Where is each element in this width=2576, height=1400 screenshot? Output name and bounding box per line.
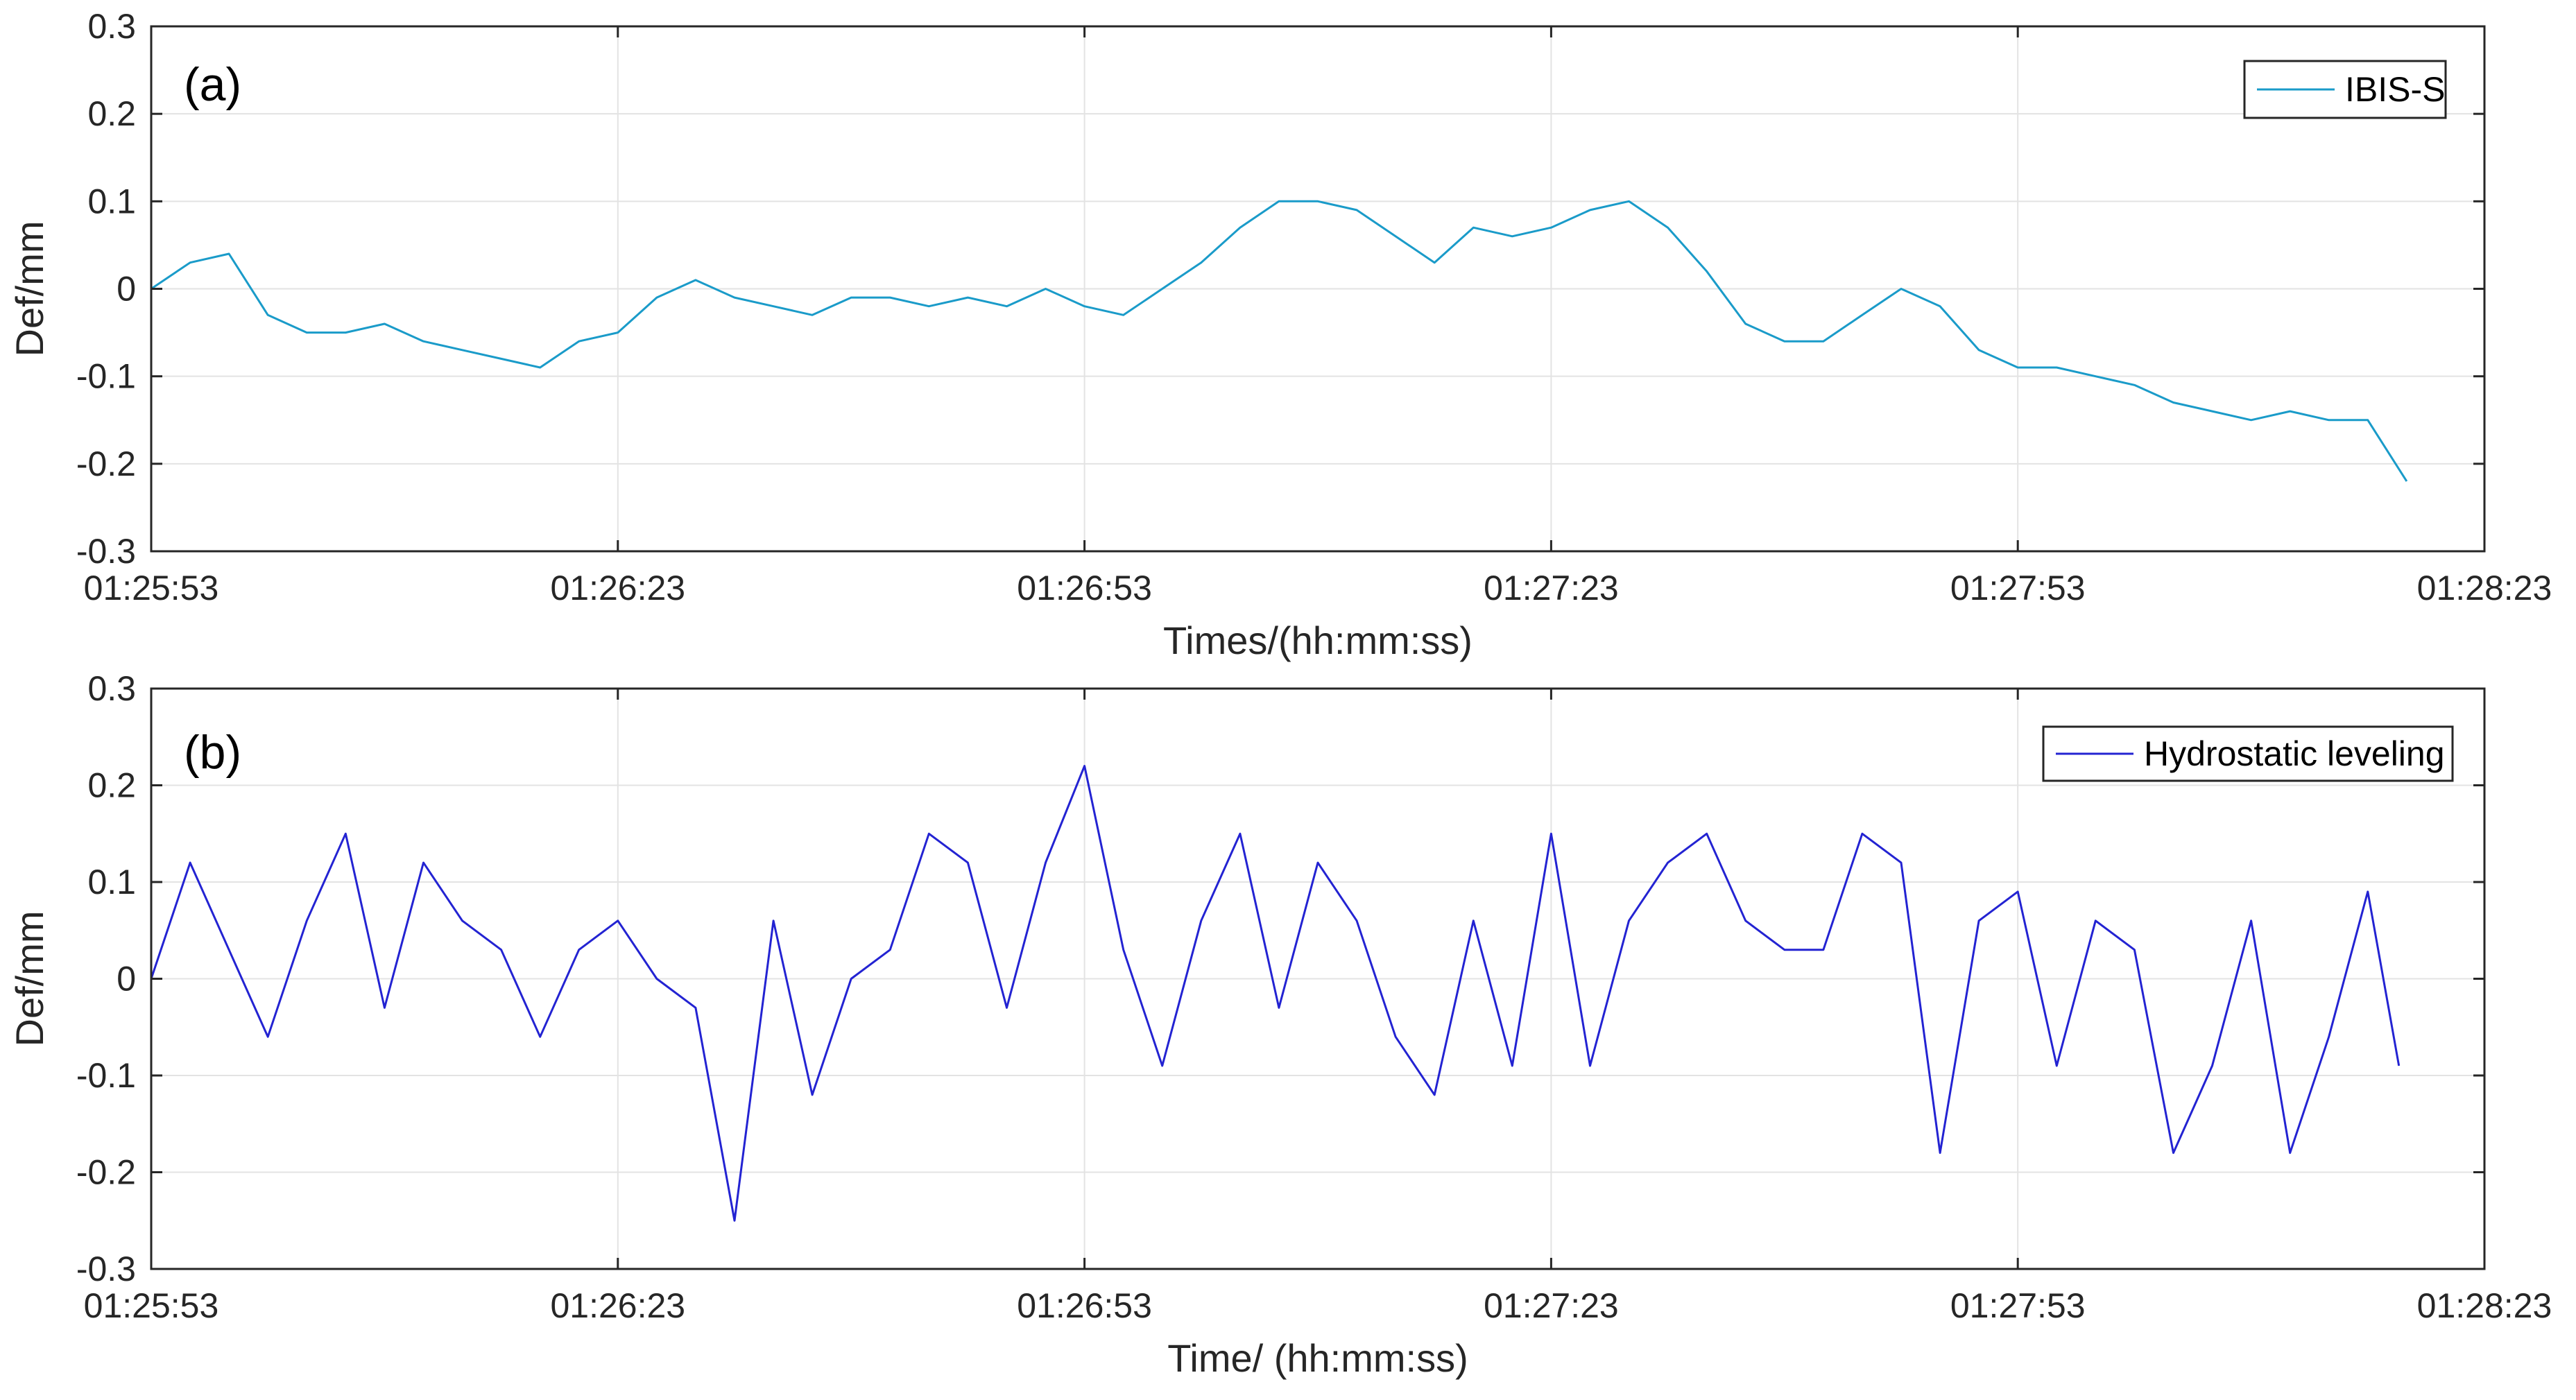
- panel-a-grid: [151, 26, 2485, 552]
- panel-b-xlabel: Time/ (hh:mm:ss): [1167, 1336, 1468, 1380]
- panel-a-xtick-label: 01:28:23: [2417, 569, 2552, 607]
- panel-a: 0.3 0.2 0.1 0 -0.1 -0.2 -0.301:25:53 01:26:23 01…: [8, 7, 2552, 662]
- panel-a-ylabel: Def/mm: [8, 221, 51, 357]
- panel-b-xtick-label: 01:28:23: [2417, 1286, 2552, 1325]
- panel-a-ticks: 0.3 0.2 0.1 0 -0.1 -0.2 -0.301:25:53 01:26:23 01…: [76, 7, 2552, 607]
- panel-b-ticks: 0.3 0.2 0.1 0 -0.1 -0.2 -0.301:25:53 01:26:23 01…: [76, 669, 2552, 1325]
- panel-b-xtick-label: 01:26:23: [550, 1286, 685, 1325]
- panel-a-ytick-label: 0.1: [87, 182, 136, 221]
- panel-b-series-line-0: [150, 765, 2401, 1222]
- panel-b-ytick-label: -0.2: [76, 1153, 136, 1192]
- panel-b-xtick-label: 01:26:53: [1017, 1286, 1152, 1325]
- panel-a-series-line-0: [151, 200, 2408, 482]
- panel-a-legend: IBIS-S: [2243, 60, 2447, 119]
- panel-a-xlabel: Times/(hh:mm:ss): [1163, 619, 1472, 662]
- panel-a-xtick-label: 01:25:53: [84, 569, 219, 607]
- panel-b-xtick-label: 01:27:53: [1950, 1286, 2086, 1325]
- panel-b-ytick-label: 0.2: [87, 766, 136, 805]
- panel-b-legend-label: Hydrostatic leveling: [2144, 734, 2445, 773]
- panel-a-ytick-label: -0.2: [76, 444, 136, 483]
- panel-b-ytick-label: -0.3: [76, 1250, 136, 1288]
- panel-a-ytick-label: 0.3: [87, 7, 136, 46]
- panel-a-xtick-label: 01:26:23: [550, 569, 685, 607]
- panel-a-xtick-label: 01:27:23: [1484, 569, 1619, 607]
- panel-a-ytick-label: -0.1: [76, 357, 136, 396]
- panel-b-ylabel: Def/mm: [8, 911, 51, 1047]
- panel-b-series: [150, 765, 2401, 1222]
- panel-b-ytick-label: 0.1: [87, 863, 136, 901]
- panel-b-xtick-label: 01:25:53: [84, 1286, 219, 1325]
- panel-b-legend: Hydrostatic leveling: [2042, 725, 2454, 782]
- panel-a-label: (a): [184, 58, 241, 111]
- panel-b-ytick-label: 0.3: [87, 669, 136, 708]
- panel-a-ytick-label: -0.3: [76, 532, 136, 571]
- panel-a-series: [151, 200, 2408, 482]
- panel-a-ytick-label: 0: [117, 270, 136, 309]
- panel-a-xtick-label: 01:26:53: [1017, 569, 1152, 607]
- panel-b-ytick-label: -0.1: [76, 1056, 136, 1095]
- panel-b-xtick-label: 01:27:23: [1484, 1286, 1619, 1325]
- panel-b-label: (b): [184, 726, 241, 779]
- panel-a-ytick-label: 0.2: [87, 94, 136, 133]
- panel-b: 0.3 0.2 0.1 0 -0.1 -0.2 -0.301:25:53 01:26:23 01…: [8, 669, 2552, 1380]
- panel-b-ytick-label: 0: [117, 960, 136, 999]
- panel-a-xtick-label: 01:27:53: [1950, 569, 2086, 607]
- panel-a-legend-label: IBIS-S: [2345, 70, 2445, 109]
